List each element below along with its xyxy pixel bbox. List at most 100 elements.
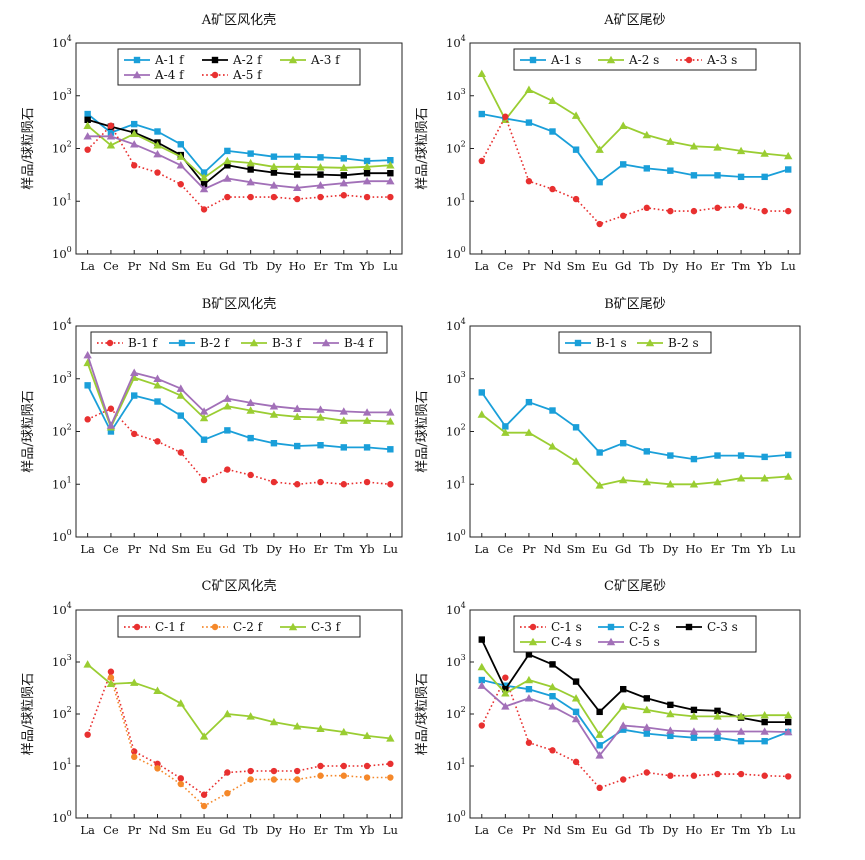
data-point [760,710,769,719]
x-tick-label: Eu [592,542,608,556]
data-point [784,151,793,160]
data-point [478,110,485,118]
x-tick-label: Pr [128,542,142,556]
data-point [199,173,209,181]
x-tick-label: Pr [522,259,536,273]
x-tick-label: Er [711,542,725,556]
legend-swatch-marker [321,338,331,347]
data-point [247,166,254,173]
y-axis-label: 样品/球粒陨石 [415,673,430,755]
data-point [736,474,746,482]
legend-label: C-2 f [233,620,264,634]
data-point [549,747,556,754]
data-point [177,449,184,456]
y-axis-label: 样品/球粒陨石 [415,390,430,472]
data-point [761,772,768,779]
legend-label: B-1 s [596,336,627,350]
data-point [643,204,650,212]
data-point [177,412,184,419]
x-tick-label: La [475,259,490,273]
y-tick-label: 101 [446,192,466,208]
y-tick-label: 103 [446,653,466,669]
data-point [524,675,534,684]
y-tick-label: 104 [446,601,466,617]
legend-label: A-1 f [154,53,185,67]
legend-label: B-2 s [668,336,699,350]
data-point [224,162,231,169]
data-point [760,727,769,735]
data-point [571,714,581,723]
x-tick-label: Eu [196,823,212,837]
data-point [153,374,162,382]
data-point [620,776,627,783]
data-point [316,163,325,171]
y-tick-label: 103 [446,370,466,386]
data-point [761,453,768,461]
data-point [363,170,371,177]
data-point [340,192,347,199]
x-tick-label: Dy [266,542,282,556]
legend-swatch-marker [606,637,616,646]
data-point [247,193,254,201]
data-point [339,416,348,424]
series-line [87,113,391,174]
data-point [176,391,185,399]
x-tick-label: Tm [732,823,751,837]
x-tick-label: Tb [639,542,654,556]
data-point [270,767,278,775]
legend-swatch-marker [528,637,538,646]
chart-panel-6: C矿区尾砂 100 101 102 103 104 La Ce Pr Nd Sm Eu Gd Tb Dy Ho… [415,579,801,837]
legend: B-1 f B-2 f B-3 f B-4 f [90,331,388,354]
data-point [131,120,138,128]
x-tick-label: Sm [171,542,190,556]
data-point [667,701,674,709]
data-point [106,679,116,688]
x-tick-label: Tb [243,542,258,556]
data-point [386,417,395,425]
data-point [84,382,91,389]
legend-swatch-marker [211,71,219,79]
legend-label: C-4 s [551,635,582,649]
x-tick-label: Lu [383,542,398,556]
legend: A-1 f A-2 f A-3 f A-4 f A-5 f [117,48,361,86]
data-point [620,685,627,693]
data-point [642,723,651,731]
data-point [177,775,184,782]
data-point [478,157,485,165]
data-point [572,708,580,716]
data-point [362,408,372,416]
data-point [386,408,395,416]
data-point [317,772,324,779]
x-tick-label: Nd [544,259,562,273]
data-point [154,438,161,445]
x-tick-label: Ho [289,259,306,273]
legend-box [117,615,361,638]
y-tick-label: 102 [446,705,466,721]
data-point [549,692,556,700]
data-point [736,146,746,155]
data-point [363,444,371,451]
data-point [501,702,510,710]
data-point [339,163,348,172]
x-tick-label: Pr [128,259,142,273]
data-point [785,718,792,726]
x-tick-label: Dy [662,823,678,837]
x-tick-label: Lu [781,259,796,273]
data-point [714,770,721,778]
data-point [363,478,371,486]
data-point [130,140,139,148]
legend-label: C-2 s [629,620,660,634]
data-point [596,178,603,186]
x-tick-label: La [80,259,95,273]
data-point [223,402,232,410]
x-tick-label: Yb [359,542,375,556]
data-point [153,686,162,694]
series-line [86,354,391,427]
data-point [478,676,485,684]
data-point [176,699,185,707]
data-point [595,730,604,738]
data-point [294,481,301,488]
series-B-2-f [84,382,394,453]
panel-title: C矿区风化壳 [202,579,277,594]
data-point [224,769,231,776]
